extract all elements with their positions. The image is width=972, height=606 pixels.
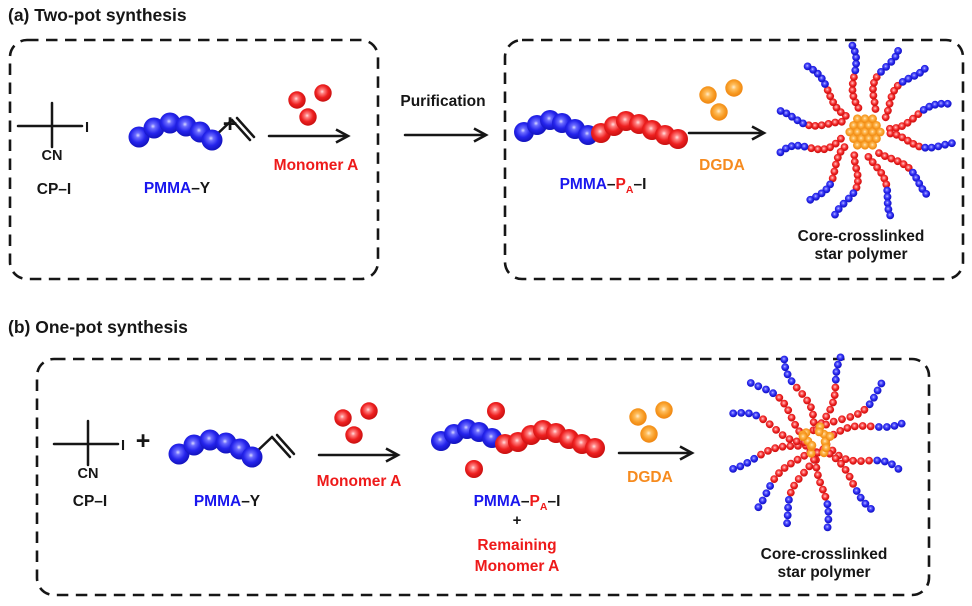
star-polymer-label: Core-crosslinked star polymer: [760, 546, 888, 581]
pmma-pa-i-chain-with-monomer: [431, 402, 605, 478]
monomer-a-beads: [288, 84, 332, 126]
pmma-pa-i-label: PMMA–PA–I: [473, 493, 561, 514]
one-pot-box: [35, 357, 931, 597]
star-polymer-graphic: [729, 353, 906, 532]
monomer-a-label: Monomer A: [316, 473, 402, 490]
remaining-monomer-label: Remaining Monomer A: [474, 537, 560, 575]
dgda-arrow: [617, 445, 695, 461]
plus-sign: +: [222, 110, 238, 138]
star-polymer-graphic: [776, 41, 956, 220]
cp-i-label: CP–I: [72, 493, 108, 510]
two-pot-reactants-box: [8, 38, 380, 281]
reaction-arrow: [267, 128, 351, 144]
section-a-title: (a) Two-pot synthesis: [8, 5, 187, 25]
plus-sign-2: +: [512, 512, 522, 529]
star-polymer-label: Core-crosslinked star polymer: [797, 228, 925, 263]
pmma-y-label: PMMA–Y: [143, 180, 211, 197]
dgda-label: DGDA: [627, 469, 673, 486]
cp-i-structure: I CN: [52, 419, 125, 482]
cp-i-structure: I CN: [16, 101, 89, 164]
pmma-pa-i-chain: [514, 110, 688, 149]
dgda-beads: [629, 401, 673, 443]
monomer-a-label: Monomer A: [273, 157, 359, 174]
stray-monomer-bead: [487, 402, 505, 420]
cp-i-label: CP–I: [36, 181, 72, 198]
iodine-atom-label: I: [85, 120, 89, 136]
cn-group-label: CN: [78, 466, 99, 482]
two-pot-product-box: [503, 38, 965, 281]
reaction-arrow: [317, 447, 401, 463]
iodine-atom-label: I: [121, 438, 125, 454]
stray-monomer-bead: [465, 460, 483, 478]
monomer-a-beads: [334, 402, 378, 444]
purification-label: Purification: [400, 93, 486, 110]
cn-group-label: CN: [42, 148, 63, 164]
dgda-arrow: [687, 125, 767, 141]
plus-sign: +: [135, 427, 151, 455]
pmma-pa-i-label: PMMA–PA–I: [559, 176, 647, 197]
section-b-title: (b) One-pot synthesis: [8, 317, 188, 337]
purification-arrow: [403, 127, 489, 143]
pmma-y-chain: [168, 429, 296, 468]
dgda-label: DGDA: [699, 157, 745, 174]
dgda-beads: [699, 79, 743, 121]
pmma-y-chain: [128, 112, 256, 151]
pmma-y-label: PMMA–Y: [193, 493, 261, 510]
